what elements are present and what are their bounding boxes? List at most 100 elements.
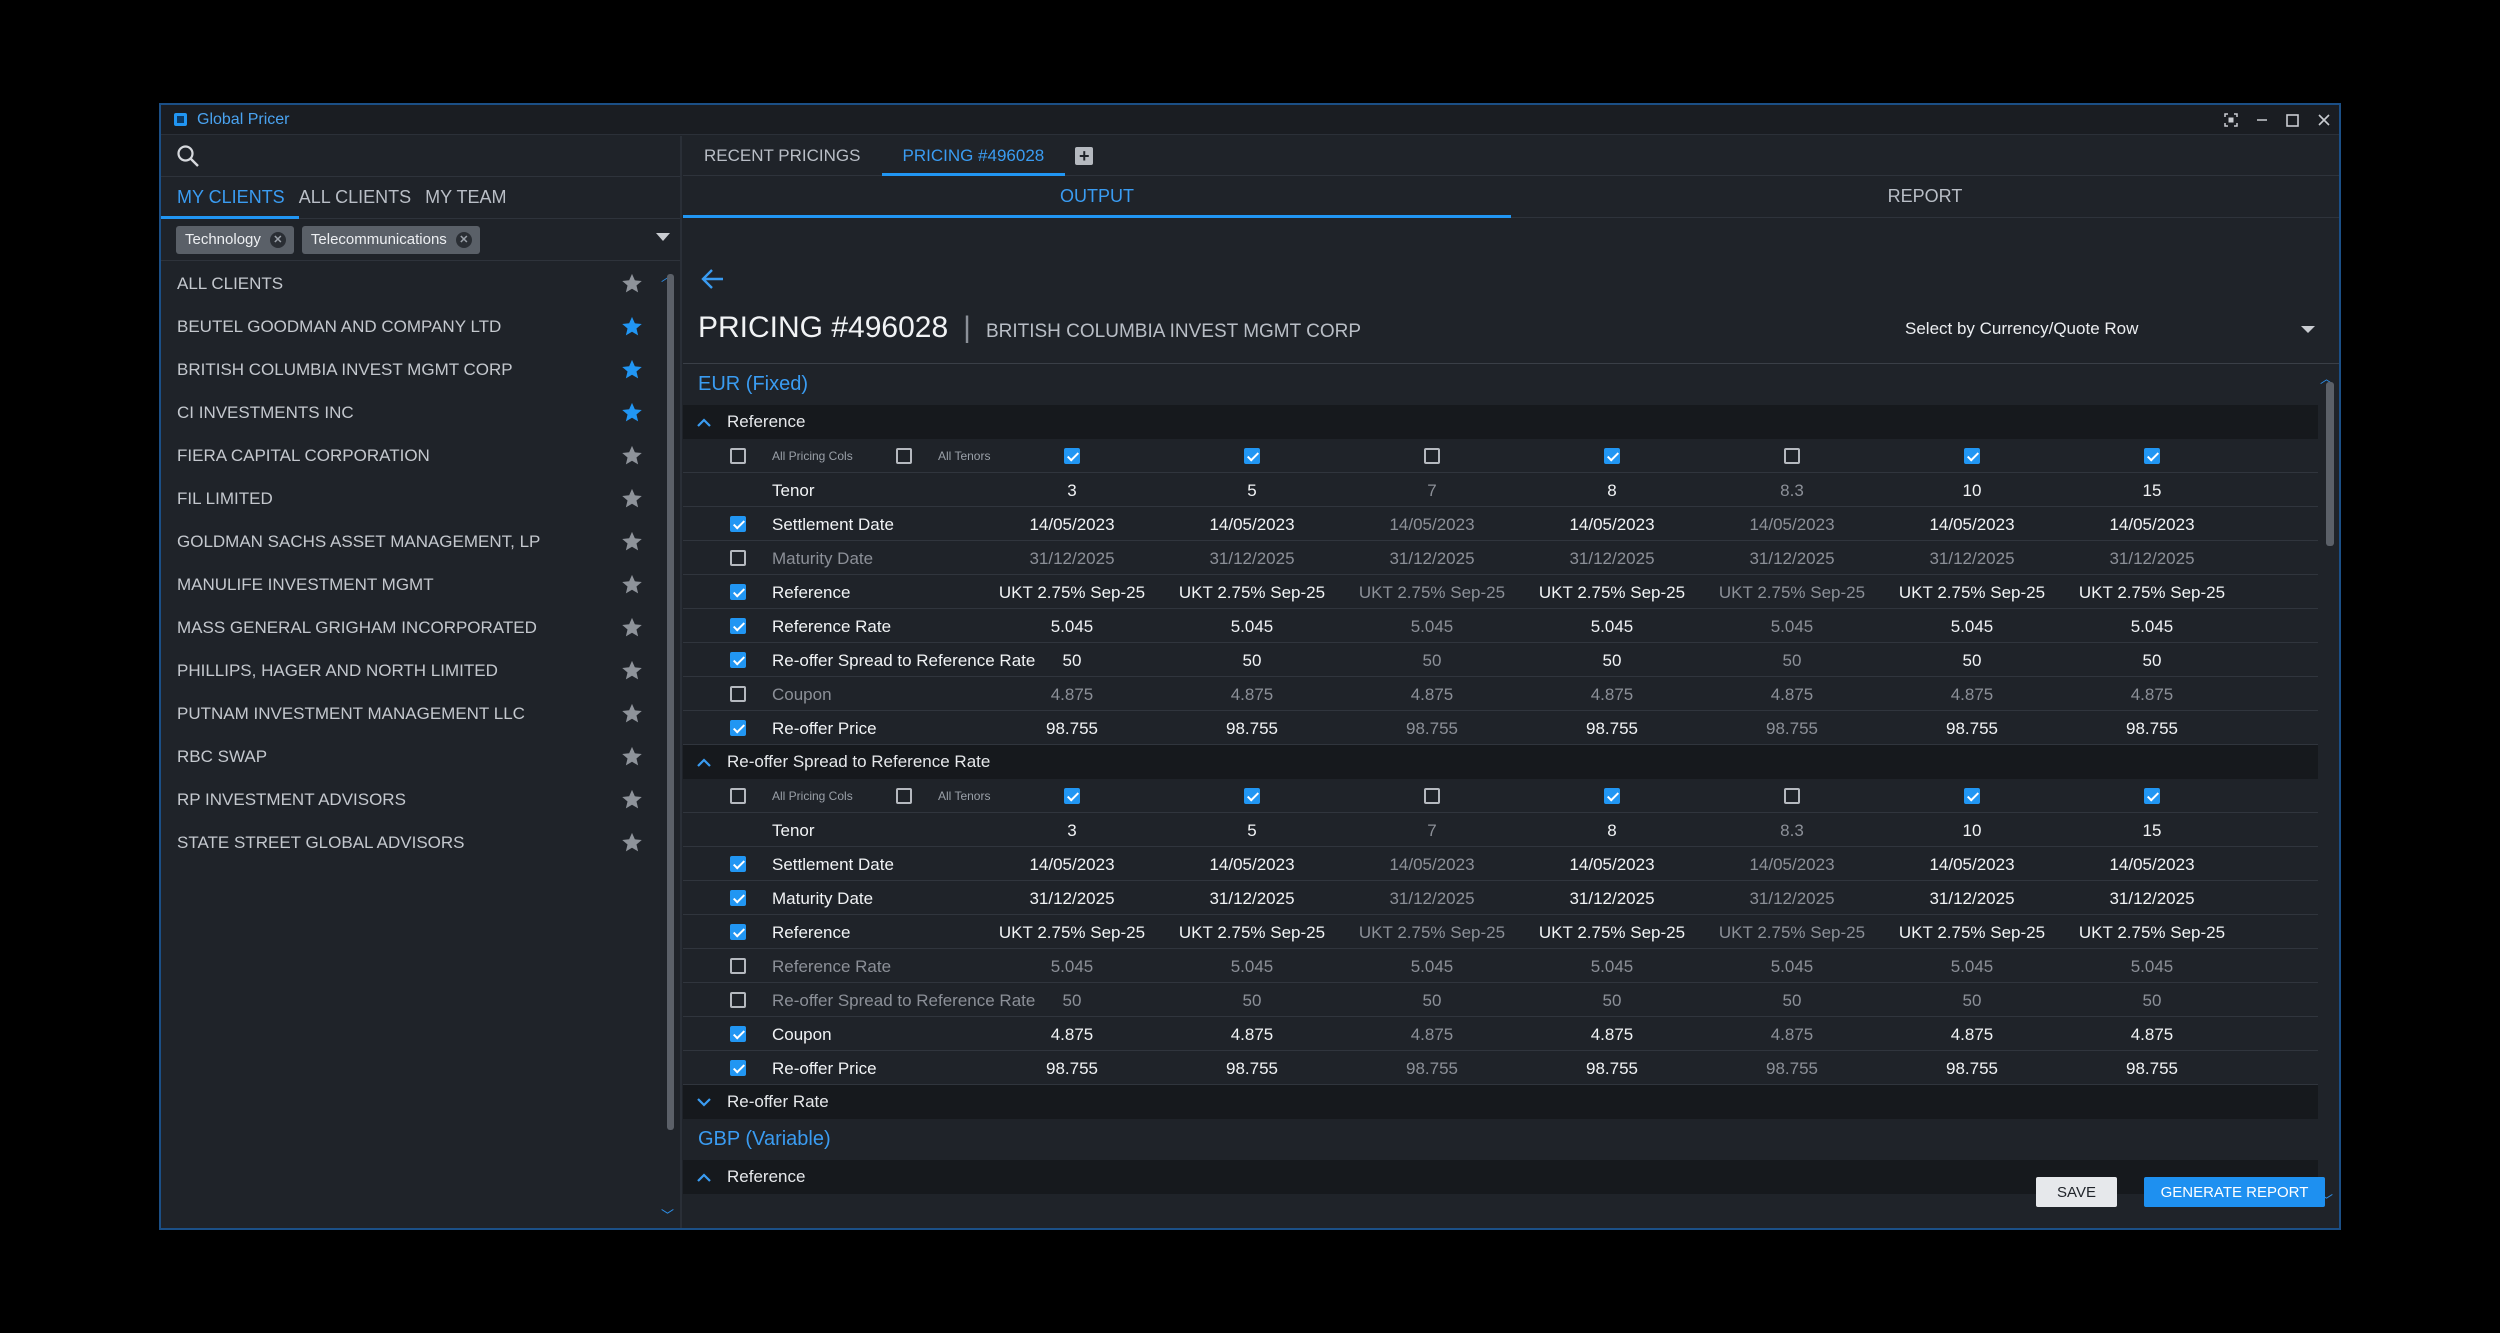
add-tab-icon[interactable]: + <box>1075 147 1094 165</box>
all-tenors-checkbox[interactable] <box>896 448 912 464</box>
chevron-up-icon[interactable] <box>697 412 711 432</box>
filter-chip[interactable]: Technology ✕ <box>176 225 294 254</box>
row-checkbox[interactable] <box>730 1026 746 1042</box>
quote-row-select[interactable]: Select by Currency/Quote Row <box>1905 319 2315 339</box>
star-icon[interactable] <box>621 746 643 772</box>
star-filled-icon[interactable] <box>621 316 643 342</box>
client-list-item[interactable]: ALL CLIENTS <box>161 262 663 305</box>
column-checkbox[interactable] <box>1244 448 1260 464</box>
tab-output[interactable]: OUTPUT <box>683 176 1511 218</box>
scroll-down-icon[interactable]: ﹀ <box>660 1208 674 1223</box>
chevron-down-icon[interactable] <box>2301 326 2315 333</box>
column-checkbox[interactable] <box>1424 448 1440 464</box>
client-list-item[interactable]: BEUTEL GOODMAN AND COMPANY LTD <box>161 305 663 348</box>
column-checkbox[interactable] <box>1964 448 1980 464</box>
star-icon[interactable] <box>621 574 643 600</box>
row-checkbox[interactable] <box>730 890 746 906</box>
star-icon[interactable] <box>621 531 643 557</box>
pricing-scrollbar[interactable] <box>2326 382 2334 546</box>
row-checkbox[interactable] <box>730 720 746 736</box>
group-header[interactable]: Re-offer Rate <box>683 1085 2318 1119</box>
client-list-item[interactable]: CI INVESTMENTS INC <box>161 391 663 434</box>
row-label: Coupon <box>772 685 832 704</box>
star-icon[interactable] <box>621 488 643 514</box>
filter-chip[interactable]: Telecommunications ✕ <box>301 225 480 254</box>
tab-my-clients[interactable]: MY CLIENTS <box>161 187 299 219</box>
cell-value: 4.875 <box>1050 685 1094 704</box>
row-checkbox[interactable] <box>730 958 746 974</box>
tab-my-team[interactable]: MY TEAM <box>425 187 507 207</box>
tab-pricing[interactable]: PRICING #496028 <box>881 146 1066 176</box>
star-icon[interactable] <box>621 789 643 815</box>
group-header[interactable]: Reference <box>683 405 2318 439</box>
row-checkbox[interactable] <box>730 618 746 634</box>
chevron-up-icon[interactable] <box>697 752 711 772</box>
row-checkbox[interactable] <box>730 924 746 940</box>
tab-all-clients[interactable]: ALL CLIENTS <box>298 187 412 207</box>
star-icon[interactable] <box>621 445 643 471</box>
column-checkbox[interactable] <box>1244 788 1260 804</box>
column-checkbox[interactable] <box>1604 448 1620 464</box>
column-checkbox[interactable] <box>1784 788 1800 804</box>
screenshot-icon[interactable] <box>2215 105 2246 135</box>
client-list-item[interactable]: PHILLIPS, HAGER AND NORTH LIMITED <box>161 649 663 692</box>
client-list-item[interactable]: PUTNAM INVESTMENT MANAGEMENT LLC <box>161 692 663 735</box>
chevron-down-icon[interactable] <box>697 1092 711 1112</box>
column-checkbox[interactable] <box>1784 448 1800 464</box>
client-list-item[interactable]: MASS GENERAL GRIGHAM INCORPORATED <box>161 606 663 649</box>
column-checkbox[interactable] <box>1064 448 1080 464</box>
row-checkbox[interactable] <box>730 516 746 532</box>
cell-value: 50 <box>1062 651 1082 670</box>
column-checkbox[interactable] <box>1964 788 1980 804</box>
row-checkbox[interactable] <box>730 686 746 702</box>
minimize-icon[interactable] <box>2246 105 2277 135</box>
row-checkbox[interactable] <box>730 584 746 600</box>
star-icon[interactable] <box>621 617 643 643</box>
remove-chip-icon[interactable]: ✕ <box>455 231 472 248</box>
row-checkbox[interactable] <box>730 856 746 872</box>
group-header[interactable]: Re-offer Spread to Reference Rate <box>683 745 2318 779</box>
column-checkbox[interactable] <box>1064 788 1080 804</box>
all-tenors-checkbox[interactable] <box>896 788 912 804</box>
client-list-item[interactable]: FIL LIMITED <box>161 477 663 520</box>
client-list-item[interactable]: FIERA CAPITAL CORPORATION <box>161 434 663 477</box>
save-button[interactable]: SAVE <box>2036 1177 2117 1207</box>
star-icon[interactable] <box>621 703 643 729</box>
back-arrow-icon[interactable] <box>701 268 725 295</box>
row-checkbox[interactable] <box>730 652 746 668</box>
chevron-down-icon[interactable] <box>656 233 670 241</box>
all-pricing-cols-checkbox[interactable] <box>730 788 746 804</box>
star-filled-icon[interactable] <box>621 402 643 428</box>
star-filled-icon[interactable] <box>621 359 643 385</box>
column-checkbox[interactable] <box>2144 788 2160 804</box>
row-checkbox[interactable] <box>730 1060 746 1076</box>
tenor-value: 8.3 <box>1780 481 1804 500</box>
client-list-item[interactable]: GOLDMAN SACHS ASSET MANAGEMENT, LP <box>161 520 663 563</box>
star-icon[interactable] <box>621 660 643 686</box>
tab-report[interactable]: REPORT <box>1887 186 1963 206</box>
close-icon[interactable] <box>2308 105 2339 135</box>
column-checkbox[interactable] <box>1424 788 1440 804</box>
row-checkbox[interactable] <box>730 550 746 566</box>
star-icon[interactable] <box>621 832 643 858</box>
generate-report-button[interactable]: GENERATE REPORT <box>2144 1177 2325 1207</box>
search-icon[interactable] <box>176 144 200 168</box>
tab-recent-pricings[interactable]: RECENT PRICINGS <box>704 146 861 165</box>
column-checkbox[interactable] <box>2144 448 2160 464</box>
client-name: GOLDMAN SACHS ASSET MANAGEMENT, LP <box>177 531 541 551</box>
maximize-icon[interactable] <box>2277 105 2308 135</box>
star-icon[interactable] <box>621 273 643 299</box>
client-list-item[interactable]: BRITISH COLUMBIA INVEST MGMT CORP <box>161 348 663 391</box>
client-list-item[interactable]: RP INVESTMENT ADVISORS <box>161 778 663 821</box>
chevron-up-icon[interactable] <box>697 1167 711 1187</box>
remove-chip-icon[interactable]: ✕ <box>269 231 286 248</box>
client-list-item[interactable]: MANULIFE INVESTMENT MGMT <box>161 563 663 606</box>
row-checkbox[interactable] <box>730 992 746 1008</box>
all-pricing-cols-checkbox[interactable] <box>730 448 746 464</box>
client-search[interactable] <box>161 136 680 177</box>
client-list-scrollbar[interactable] <box>667 274 674 1130</box>
column-checkbox[interactable] <box>1604 788 1620 804</box>
client-list-item[interactable]: STATE STREET GLOBAL ADVISORS <box>161 821 663 864</box>
cell-value: 98.755 <box>1406 719 1458 738</box>
client-list-item[interactable]: RBC SWAP <box>161 735 663 778</box>
